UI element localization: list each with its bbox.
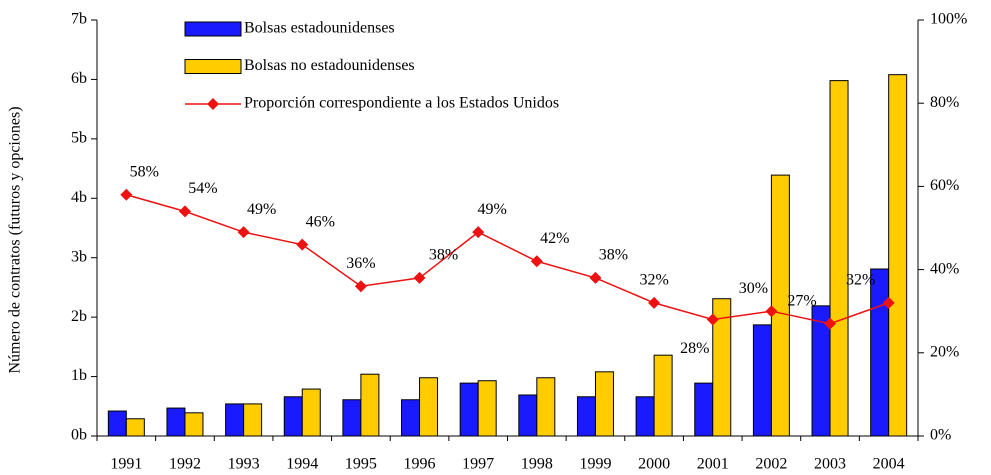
data-label: 27% xyxy=(787,292,816,309)
bar xyxy=(301,388,321,437)
bar xyxy=(694,382,714,437)
x-tick-label: 2000 xyxy=(638,456,670,473)
x-tick-label: 2001 xyxy=(697,456,729,473)
y2-tick-label: 20% xyxy=(930,343,959,360)
legend-swatch xyxy=(184,59,242,74)
bar xyxy=(635,396,655,437)
bar xyxy=(829,80,849,437)
data-label: 32% xyxy=(846,272,875,289)
bar xyxy=(107,410,127,437)
line-marker xyxy=(354,280,367,293)
data-label: 38% xyxy=(599,247,628,264)
bar xyxy=(888,74,908,437)
data-label: 36% xyxy=(346,255,375,272)
data-label: 30% xyxy=(739,280,768,297)
bar xyxy=(419,377,439,437)
bar xyxy=(518,394,538,437)
line-marker xyxy=(882,296,895,309)
line xyxy=(126,193,889,325)
legend-marker xyxy=(207,98,219,110)
line-marker xyxy=(589,271,602,284)
y2-tick-label: 100% xyxy=(930,11,967,28)
bar xyxy=(870,268,890,437)
bar xyxy=(342,399,362,437)
x-tick-label: 2003 xyxy=(814,456,846,473)
bar xyxy=(477,380,497,437)
bar xyxy=(184,412,204,437)
x-tick-label: 1995 xyxy=(345,456,377,473)
x-tick-label: 1998 xyxy=(521,456,553,473)
data-label: 54% xyxy=(188,180,217,197)
line-marker xyxy=(472,226,485,239)
bar xyxy=(752,324,772,437)
x-tick-label: 1993 xyxy=(228,456,260,473)
data-label: 42% xyxy=(540,230,569,247)
bar xyxy=(360,373,380,437)
line-marker xyxy=(178,205,191,218)
data-label: 46% xyxy=(306,213,335,230)
y2-tick-label: 40% xyxy=(930,260,959,277)
line-marker xyxy=(824,317,837,330)
x-tick-label: 1999 xyxy=(579,456,611,473)
bar xyxy=(283,396,303,437)
y-tick-label: 3b xyxy=(71,248,87,265)
legend-swatch xyxy=(184,21,242,37)
y-axis-label: Número de contratos (futuros y opciones) xyxy=(7,106,24,373)
data-label: 28% xyxy=(680,340,709,357)
y-tick-label: 5b xyxy=(71,130,87,147)
y-tick-label: 6b xyxy=(71,70,87,87)
bar xyxy=(536,377,556,437)
bar xyxy=(653,354,673,437)
line-marker xyxy=(648,296,661,309)
data-label: 38% xyxy=(429,247,458,264)
y-tick-label: 7b xyxy=(71,11,87,28)
line-marker xyxy=(120,188,133,201)
x-tick-label: 1994 xyxy=(286,456,318,473)
x-tick-label: 1991 xyxy=(110,456,142,473)
line-marker xyxy=(413,271,426,284)
data-label: 32% xyxy=(639,272,668,289)
y2-tick-label: 0% xyxy=(930,427,951,444)
bar xyxy=(712,298,732,437)
line-marker xyxy=(296,238,309,251)
legend-label: Proporción correspondiente a los Estados… xyxy=(244,95,559,112)
bar xyxy=(243,403,263,437)
data-label: 49% xyxy=(478,201,507,218)
x-tick-label: 1996 xyxy=(404,456,436,473)
y-tick-label: 2b xyxy=(71,308,87,325)
bar xyxy=(225,403,245,437)
bar xyxy=(166,407,186,437)
y-tick-label: 4b xyxy=(71,189,87,206)
line-marker xyxy=(237,226,250,239)
bar xyxy=(125,418,145,437)
data-label: 49% xyxy=(247,201,276,218)
line-marker xyxy=(706,313,719,326)
bar xyxy=(459,382,479,437)
x-tick-label: 2002 xyxy=(755,456,787,473)
legend-label: Bolsas no estadounidenses xyxy=(244,57,415,74)
legend-label: Bolsas estadounidenses xyxy=(244,20,395,37)
bar xyxy=(401,399,421,437)
y2-tick-label: 60% xyxy=(930,177,959,194)
data-label: 58% xyxy=(130,163,159,180)
x-tick-label: 1992 xyxy=(169,456,201,473)
x-tick-label: 1997 xyxy=(462,456,494,473)
y-tick-label: 0b xyxy=(71,427,87,444)
bar xyxy=(594,371,614,437)
x-tick-label: 2004 xyxy=(873,456,905,473)
line-marker xyxy=(765,305,778,318)
line-marker xyxy=(530,255,543,268)
bar xyxy=(576,396,596,437)
y-tick-label: 1b xyxy=(71,367,87,384)
y2-tick-label: 80% xyxy=(930,94,959,111)
